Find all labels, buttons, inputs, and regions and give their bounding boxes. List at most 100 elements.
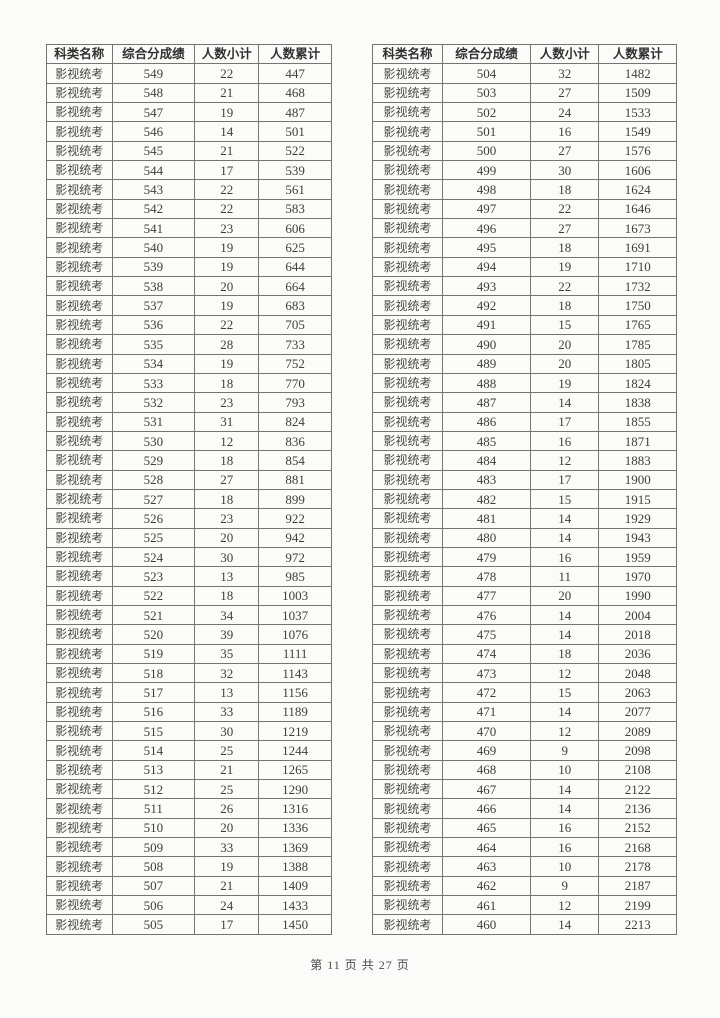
table-row: 影视统考 519 35 1111 <box>46 643 332 665</box>
value-cell: 1316 <box>258 798 332 819</box>
value-cell: 14 <box>530 701 600 723</box>
value-cell: 483 <box>441 469 532 490</box>
table-row: 影视统考 537 19 683 <box>46 295 332 316</box>
value-cell: 31 <box>194 411 260 432</box>
value-cell: 1915 <box>598 488 677 510</box>
value-cell: 494 <box>441 256 532 278</box>
value-cell: 836 <box>258 430 332 452</box>
value-cell: 528 <box>111 469 196 490</box>
category-cell: 影视统考 <box>372 856 443 877</box>
category-cell: 影视统考 <box>372 508 443 529</box>
value-cell: 545 <box>111 140 196 162</box>
value-cell: 471 <box>441 701 532 723</box>
value-cell: 21 <box>194 140 260 162</box>
value-cell: 487 <box>441 392 532 413</box>
value-cell: 2108 <box>598 759 677 781</box>
value-cell: 16 <box>530 817 600 839</box>
value-cell: 447 <box>258 63 332 84</box>
value-cell: 18 <box>194 585 260 606</box>
value-cell: 502 <box>441 102 532 123</box>
value-cell: 544 <box>111 160 196 181</box>
category-cell: 影视统考 <box>372 585 443 606</box>
value-cell: 25 <box>194 779 260 800</box>
table-row: 影视统考 524 30 972 <box>46 546 332 568</box>
value-cell: 472 <box>441 682 532 703</box>
category-cell: 影视统考 <box>372 353 443 374</box>
value-cell: 1732 <box>598 276 677 297</box>
value-cell: 9 <box>530 875 600 897</box>
category-cell: 影视统考 <box>46 121 113 142</box>
value-cell: 27 <box>530 82 600 104</box>
value-cell: 793 <box>258 392 332 413</box>
value-cell: 1533 <box>598 102 677 123</box>
table-row: 影视统考 532 23 793 <box>46 392 332 413</box>
category-cell: 影视统考 <box>372 256 443 278</box>
table-row: 影视统考 512 25 1290 <box>46 779 332 800</box>
table-row: 影视统考 510 20 1336 <box>46 817 332 839</box>
value-cell: 14 <box>530 914 600 935</box>
value-cell: 1943 <box>598 527 677 548</box>
value-cell: 1244 <box>258 740 332 761</box>
value-cell: 13 <box>194 682 260 703</box>
value-cell: 525 <box>111 527 196 548</box>
value-cell: 486 <box>441 411 532 432</box>
value-cell: 30 <box>530 160 600 181</box>
value-cell: 20 <box>194 276 260 297</box>
value-cell: 1509 <box>598 82 677 104</box>
category-cell: 影视统考 <box>372 721 443 742</box>
value-cell: 1900 <box>598 469 677 490</box>
category-cell: 影视统考 <box>46 740 113 761</box>
category-cell: 影视统考 <box>46 160 113 181</box>
table-row: 影视统考 487 14 1838 <box>372 392 677 413</box>
value-cell: 1189 <box>258 701 332 723</box>
table-row: 影视统考 486 17 1855 <box>372 411 677 432</box>
category-cell: 影视统考 <box>372 372 443 394</box>
category-cell: 影视统考 <box>46 527 113 548</box>
value-cell: 1710 <box>598 256 677 278</box>
value-cell: 481 <box>441 508 532 529</box>
value-cell: 514 <box>111 740 196 761</box>
value-cell: 922 <box>258 508 332 529</box>
value-cell: 20 <box>530 585 600 606</box>
table-row: 影视统考 535 28 733 <box>46 334 332 355</box>
table-row: 影视统考 482 15 1915 <box>372 488 677 510</box>
value-cell: 1765 <box>598 314 677 336</box>
value-cell: 479 <box>441 546 532 568</box>
table-row: 影视统考 505 17 1450 <box>46 914 332 935</box>
table-row: 影视统考 480 14 1943 <box>372 527 677 548</box>
value-cell: 19 <box>194 353 260 374</box>
value-cell: 506 <box>111 895 196 916</box>
value-cell: 17 <box>194 160 260 181</box>
value-cell: 18 <box>194 450 260 471</box>
value-cell: 509 <box>111 837 196 858</box>
value-cell: 2089 <box>598 721 677 742</box>
value-cell: 30 <box>194 721 260 742</box>
value-cell: 507 <box>111 875 196 897</box>
value-cell: 517 <box>111 682 196 703</box>
value-cell: 496 <box>441 218 532 239</box>
value-cell: 522 <box>258 140 332 162</box>
table-row: 影视统考 514 25 1244 <box>46 740 332 761</box>
value-cell: 1265 <box>258 759 332 781</box>
table-row: 影视统考 483 17 1900 <box>372 469 677 490</box>
category-cell: 影视统考 <box>372 411 443 432</box>
value-cell: 25 <box>194 740 260 761</box>
category-cell: 影视统考 <box>46 198 113 220</box>
table-row: 影视统考 517 13 1156 <box>46 682 332 703</box>
category-cell: 影视统考 <box>372 914 443 935</box>
value-cell: 27 <box>194 469 260 490</box>
value-cell: 881 <box>258 469 332 490</box>
category-cell: 影视统考 <box>46 411 113 432</box>
table-row: 影视统考 471 14 2077 <box>372 701 677 723</box>
value-cell: 1750 <box>598 295 677 316</box>
value-cell: 9 <box>530 740 600 761</box>
value-cell: 478 <box>441 566 532 587</box>
value-cell: 501 <box>258 121 332 142</box>
value-cell: 10 <box>530 759 600 781</box>
table-row: 影视统考 497 22 1646 <box>372 198 677 220</box>
value-cell: 475 <box>441 624 532 645</box>
value-cell: 22 <box>194 198 260 220</box>
category-cell: 影视统考 <box>46 837 113 858</box>
value-cell: 1606 <box>598 160 677 181</box>
category-cell: 影视统考 <box>46 662 113 684</box>
